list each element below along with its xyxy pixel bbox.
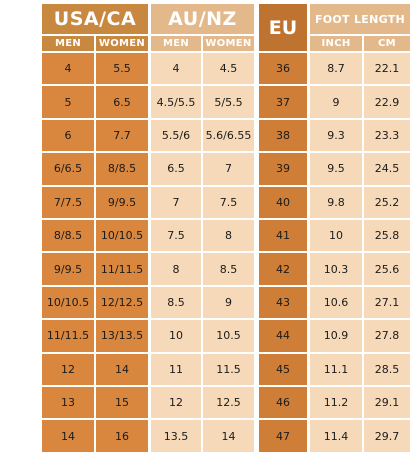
- cell-inch: 11.2: [310, 387, 362, 419]
- cell-au-women: 5/5.5: [203, 86, 254, 118]
- cell-au-women: 8: [203, 220, 254, 252]
- cell-cm: 24.5: [364, 153, 410, 185]
- size-chart-table: USA/CA AU/NZ EU FOOT LENGTH MEN WOMEN MEN WOMEN…: [42, 4, 410, 452]
- cell-cm: 22.1: [364, 53, 410, 85]
- cell-au-women: 7: [203, 153, 254, 185]
- cell-cm: 22.9: [364, 86, 410, 118]
- cell-usa-women: 11/11.5: [96, 253, 148, 285]
- cell-au-men: 5.5/6: [151, 119, 201, 152]
- cell-cm: 27.8: [364, 320, 410, 352]
- cell-eu: 40: [259, 186, 307, 218]
- au-women-subheader: WOMEN: [203, 36, 254, 51]
- inch-subheader: INCH: [310, 36, 362, 51]
- cell-inch: 11.4: [310, 420, 362, 452]
- cell-usa-men: 9/9.5: [42, 253, 94, 285]
- eu-header: EU: [259, 4, 307, 51]
- usa-women-subheader: WOMEN: [96, 36, 148, 51]
- cell-au-men: 6.5: [151, 153, 201, 185]
- cell-usa-men: 4: [42, 53, 94, 85]
- cell-inch: 10: [310, 220, 362, 252]
- cell-usa-men: 10/10.5: [42, 286, 94, 319]
- au-nz-header: AU/NZ: [151, 4, 254, 34]
- cell-eu: 41: [259, 220, 307, 252]
- cell-au-men: 8: [151, 253, 201, 285]
- cell-au-women: 12.5: [203, 387, 254, 419]
- cell-au-men: 7: [151, 186, 201, 218]
- usa-ca-header: USA/CA: [42, 4, 148, 34]
- cell-usa-men: 14: [42, 420, 94, 452]
- cell-au-men: 7.5: [151, 220, 201, 252]
- cell-inch: 8.7: [310, 53, 362, 85]
- cell-eu: 39: [259, 153, 307, 185]
- cm-subheader: CM: [364, 36, 410, 51]
- cell-au-women: 11.5: [203, 353, 254, 385]
- cell-usa-men: 6: [42, 119, 94, 152]
- usa-men-subheader: MEN: [42, 36, 94, 51]
- cell-eu: 38: [259, 119, 307, 152]
- cell-eu: 42: [259, 253, 307, 285]
- cell-inch: 9.3: [310, 119, 362, 152]
- cell-usa-men: 12: [42, 353, 94, 385]
- cell-eu: 44: [259, 320, 307, 352]
- cell-usa-women: 7.7: [96, 119, 148, 152]
- cell-au-women: 8.5: [203, 253, 254, 285]
- cell-au-men: 11: [151, 353, 201, 385]
- cell-au-women: 5.6/6.55: [203, 119, 254, 152]
- cell-inch: 10.3: [310, 253, 362, 285]
- cell-inch: 11.1: [310, 353, 362, 385]
- au-men-subheader: MEN: [151, 36, 201, 51]
- cell-usa-women: 15: [96, 387, 148, 419]
- cell-inch: 9.5: [310, 153, 362, 185]
- cell-usa-men: 8/8.5: [42, 220, 94, 252]
- cell-usa-men: 13: [42, 387, 94, 419]
- foot-length-header: FOOT LENGTH: [310, 4, 410, 34]
- cell-au-men: 4.5/5.5: [151, 86, 201, 118]
- cell-cm: 28.5: [364, 353, 410, 385]
- cell-au-men: 10: [151, 320, 201, 352]
- cell-eu: 47: [259, 420, 307, 452]
- cell-usa-women: 10/10.5: [96, 220, 148, 252]
- cell-cm: 29.1: [364, 387, 410, 419]
- cell-usa-men: 5: [42, 86, 94, 118]
- cell-usa-women: 9/9.5: [96, 186, 148, 218]
- cell-usa-women: 13/13.5: [96, 320, 148, 352]
- cell-au-men: 4: [151, 53, 201, 85]
- cell-au-women: 7.5: [203, 186, 254, 218]
- cell-eu: 43: [259, 286, 307, 319]
- cell-usa-women: 5.5: [96, 53, 148, 85]
- cell-cm: 25.8: [364, 220, 410, 252]
- cell-usa-men: 11/11.5: [42, 320, 94, 352]
- cell-eu: 36: [259, 53, 307, 85]
- cell-inch: 10.6: [310, 286, 362, 319]
- cell-cm: 23.3: [364, 119, 410, 152]
- cell-au-women: 14: [203, 420, 254, 452]
- cell-au-men: 8.5: [151, 286, 201, 319]
- cell-usa-women: 6.5: [96, 86, 148, 118]
- cell-cm: 25.6: [364, 253, 410, 285]
- cell-eu: 46: [259, 387, 307, 419]
- cell-au-women: 9: [203, 286, 254, 319]
- cell-eu: 45: [259, 353, 307, 385]
- cell-usa-women: 14: [96, 353, 148, 385]
- cell-usa-women: 8/8.5: [96, 153, 148, 185]
- cell-usa-men: 7/7.5: [42, 186, 94, 218]
- cell-inch: 9.8: [310, 186, 362, 218]
- cell-cm: 27.1: [364, 286, 410, 319]
- cell-au-women: 4.5: [203, 53, 254, 85]
- cell-usa-women: 12/12.5: [96, 286, 148, 319]
- cell-cm: 25.2: [364, 186, 410, 218]
- cell-eu: 37: [259, 86, 307, 118]
- cell-au-women: 10.5: [203, 320, 254, 352]
- cell-usa-men: 6/6.5: [42, 153, 94, 185]
- cell-au-men: 13.5: [151, 420, 201, 452]
- cell-inch: 9: [310, 86, 362, 118]
- cell-cm: 29.7: [364, 420, 410, 452]
- cell-inch: 10.9: [310, 320, 362, 352]
- cell-usa-women: 16: [96, 420, 148, 452]
- cell-au-men: 12: [151, 387, 201, 419]
